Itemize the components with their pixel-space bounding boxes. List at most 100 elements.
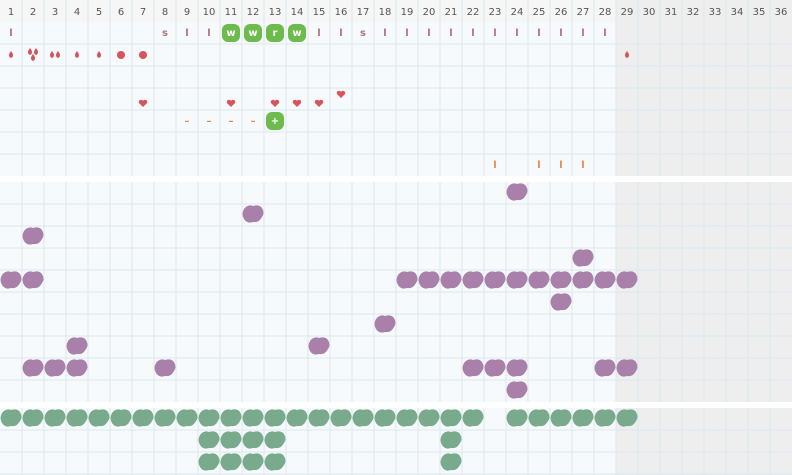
letters-mark: l bbox=[603, 28, 606, 39]
blob bbox=[220, 431, 242, 449]
heart-icon bbox=[336, 90, 346, 98]
dashes-mark: – bbox=[229, 116, 234, 127]
blob bbox=[528, 271, 550, 289]
blob bbox=[44, 409, 66, 427]
blob bbox=[616, 359, 638, 377]
drop-icon bbox=[28, 48, 32, 55]
day-number: 1 bbox=[8, 7, 14, 18]
spotting-mark: l bbox=[493, 160, 496, 171]
drop-icon bbox=[50, 51, 54, 58]
day-number: 24 bbox=[511, 7, 524, 18]
day-number: 12 bbox=[247, 7, 260, 18]
blob bbox=[66, 359, 88, 377]
blob bbox=[506, 381, 528, 399]
badge-text: r bbox=[273, 28, 278, 39]
blob bbox=[550, 271, 572, 289]
blob bbox=[594, 359, 616, 377]
blob bbox=[308, 337, 330, 355]
letters-mark: l bbox=[515, 28, 518, 39]
letters-mark: l bbox=[471, 28, 474, 39]
day-number: 3 bbox=[52, 7, 58, 18]
heart-icon bbox=[314, 99, 324, 107]
day-number: 9 bbox=[184, 7, 190, 18]
drop-icon bbox=[56, 51, 60, 58]
blob bbox=[616, 409, 638, 427]
day-number: 23 bbox=[489, 7, 502, 18]
blob bbox=[66, 409, 88, 427]
blob bbox=[154, 409, 176, 427]
day-number: 8 bbox=[162, 7, 168, 18]
blob bbox=[220, 453, 242, 471]
badge bbox=[266, 24, 284, 42]
blob bbox=[484, 271, 506, 289]
drop-icon bbox=[9, 51, 13, 58]
day-number: 21 bbox=[445, 7, 458, 18]
blob bbox=[198, 431, 220, 449]
blob bbox=[374, 315, 396, 333]
day-number: 26 bbox=[555, 7, 568, 18]
day-number: 28 bbox=[599, 7, 612, 18]
blob bbox=[440, 409, 462, 427]
blob bbox=[176, 409, 198, 427]
heart-icon bbox=[292, 99, 302, 107]
blob bbox=[198, 453, 220, 471]
drop-icon bbox=[34, 48, 38, 55]
badge bbox=[244, 24, 262, 42]
blob bbox=[440, 453, 462, 471]
blob bbox=[462, 359, 484, 377]
day-number: 30 bbox=[643, 7, 656, 18]
day-number: 36 bbox=[775, 7, 788, 18]
blob bbox=[506, 183, 528, 201]
letters-mark: s bbox=[360, 28, 366, 39]
blob bbox=[572, 249, 594, 267]
blob bbox=[418, 271, 440, 289]
flow-dot bbox=[117, 51, 125, 59]
day-number: 31 bbox=[665, 7, 678, 18]
letters-mark: l bbox=[383, 28, 386, 39]
day-number: 33 bbox=[709, 7, 722, 18]
blob bbox=[506, 409, 528, 427]
drop-icon bbox=[625, 51, 629, 58]
badge-text: w bbox=[226, 28, 235, 39]
blob bbox=[264, 453, 286, 471]
blob bbox=[22, 227, 44, 245]
blob bbox=[440, 271, 462, 289]
drop-icon bbox=[97, 51, 101, 58]
blob bbox=[616, 271, 638, 289]
blob bbox=[132, 409, 154, 427]
letters-mark: s bbox=[162, 28, 168, 39]
blob bbox=[484, 359, 506, 377]
dashes-mark: – bbox=[251, 116, 256, 127]
blob bbox=[594, 409, 616, 427]
day-number: 27 bbox=[577, 7, 590, 18]
day-number: 32 bbox=[687, 7, 700, 18]
blob bbox=[506, 271, 528, 289]
blob bbox=[88, 409, 110, 427]
drop-icon bbox=[31, 54, 35, 61]
badge bbox=[288, 24, 306, 42]
blob bbox=[22, 409, 44, 427]
blob bbox=[22, 359, 44, 377]
day-number: 35 bbox=[753, 7, 766, 18]
blob bbox=[396, 271, 418, 289]
day-number: 19 bbox=[401, 7, 414, 18]
day-number: 4 bbox=[74, 7, 80, 18]
day-number: 13 bbox=[269, 7, 282, 18]
day-number: 16 bbox=[335, 7, 348, 18]
day-number: 11 bbox=[225, 7, 238, 18]
blob bbox=[220, 409, 242, 427]
letters-mark: l bbox=[559, 28, 562, 39]
blob bbox=[242, 205, 264, 223]
blob bbox=[66, 337, 88, 355]
blob bbox=[22, 271, 44, 289]
day-number: 29 bbox=[621, 7, 634, 18]
blob bbox=[440, 431, 462, 449]
badge-text: w bbox=[292, 28, 301, 39]
drop-icon bbox=[75, 51, 79, 58]
letters-mark: l bbox=[185, 28, 188, 39]
blob bbox=[528, 409, 550, 427]
heart-icon bbox=[270, 99, 280, 107]
heart-icon bbox=[138, 99, 148, 107]
blob bbox=[374, 409, 396, 427]
blob bbox=[242, 453, 264, 471]
